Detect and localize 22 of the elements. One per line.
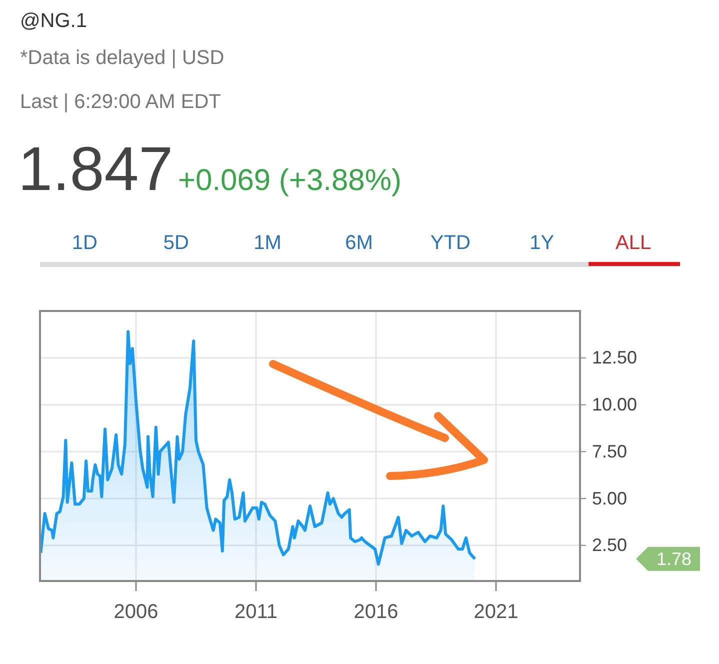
chart-subtitle: *Data is delayed | USD — [20, 47, 224, 69]
x-tick-label: 2011 — [234, 601, 278, 623]
text: 1Y — [530, 232, 554, 254]
text: 5D — [163, 232, 189, 254]
x-tick-label: 2021 — [474, 601, 518, 623]
x-tick-label: 2006 — [114, 601, 158, 623]
y-tick-label: 7.50 — [592, 441, 628, 462]
chart-title: @NG.1 — [20, 10, 87, 32]
text: 6M — [345, 232, 373, 254]
y-tick-label: 10.00 — [592, 394, 638, 415]
x-tick-label: 2016 — [354, 601, 398, 623]
text: YTD — [430, 232, 470, 254]
text: 1.78 — [656, 548, 692, 569]
y-tick-label: 5.00 — [592, 488, 628, 508]
text: Last | 6:29:00 AM EDT — [20, 91, 221, 113]
text: ALL — [615, 232, 652, 254]
text: 1.847 — [18, 135, 174, 204]
text: +0.069 (+3.88%) — [178, 164, 402, 197]
y-tick-label: 2.50 — [592, 535, 628, 556]
text: 1D — [72, 232, 98, 254]
text: 1M — [254, 232, 282, 254]
y-tick-label: 12.50 — [592, 348, 638, 368]
